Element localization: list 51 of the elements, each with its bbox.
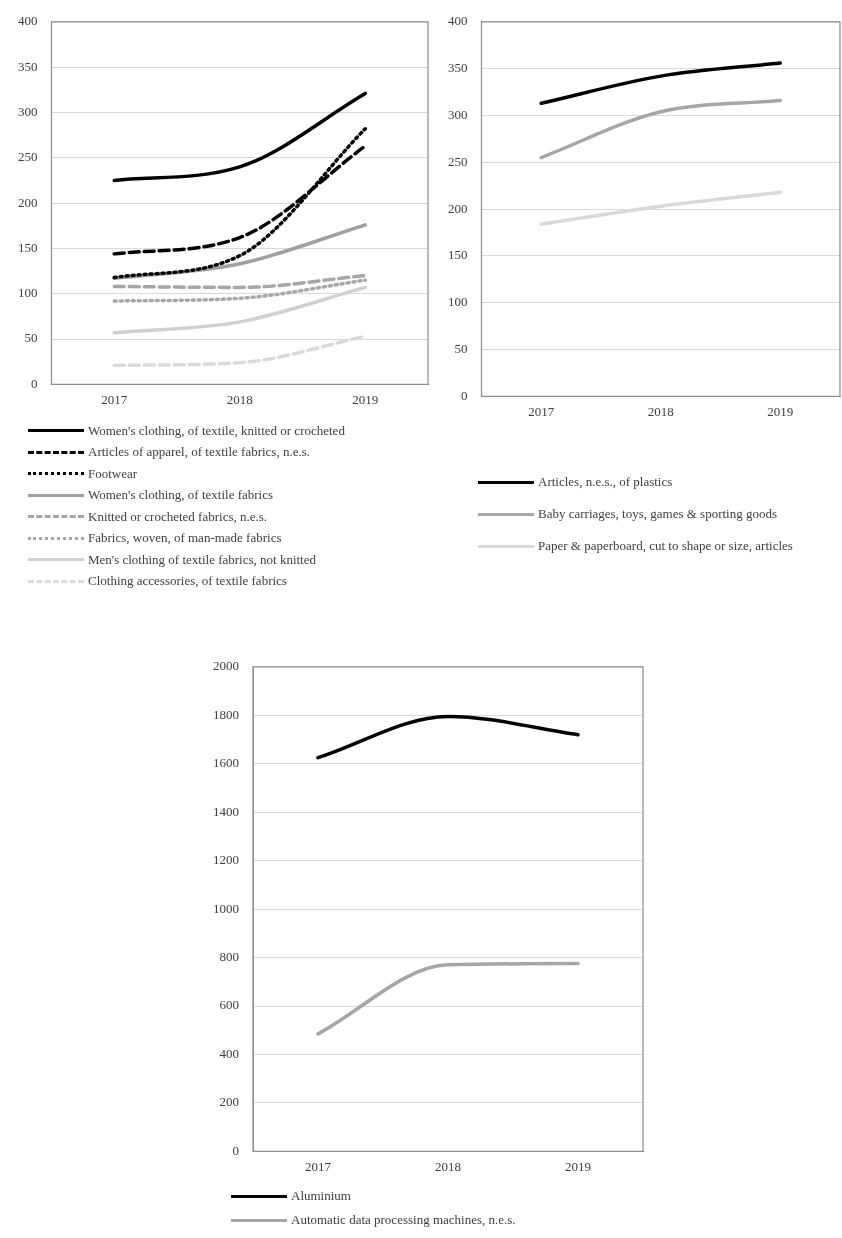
x-tick-label: 2018 (647, 403, 674, 419)
legend-label: Articles, n.e.s., of plastics (538, 474, 673, 490)
legend-label: Fabrics, woven, of man-made fabrics (88, 530, 282, 547)
y-tick-label: 1400 (213, 803, 239, 819)
x-tick-label: 2017 (528, 403, 555, 419)
x-tick-label: 2019 (767, 403, 794, 419)
y-tick-label: 150 (448, 247, 468, 263)
x-tick-label: 2019 (565, 1158, 591, 1174)
y-tick-label: 800 (219, 948, 239, 964)
y-tick-label: 1600 (213, 755, 239, 771)
y-tick-label: 350 (18, 58, 38, 74)
legend-label: Men's clothing of textile fabrics, not knitted (88, 551, 316, 568)
y-tick-label: 1800 (213, 706, 239, 722)
y-tick-label: 2000 (213, 658, 239, 674)
y-tick-label: 0 (31, 375, 38, 391)
y-tick-label: 1000 (213, 900, 239, 916)
legend-label: Women's clothing, of textile fabrics (88, 487, 274, 504)
legend-label: Automatic data processing machines, n.e.s. (291, 1212, 516, 1228)
y-tick-label: 0 (232, 1142, 239, 1158)
y-tick-label: 400 (219, 1045, 239, 1061)
y-tick-label: 150 (18, 239, 38, 255)
y-tick-label: 100 (448, 294, 468, 310)
x-tick-label: 2017 (305, 1158, 332, 1174)
legend-label: Footwear (88, 465, 138, 482)
x-tick-label: 2017 (101, 391, 128, 407)
y-tick-label: 400 (448, 13, 468, 29)
legend-label: Aluminium (291, 1188, 351, 1204)
legend-label: Paper & paperboard, cut to shape or size, articles (538, 538, 793, 554)
y-tick-label: 0 (461, 387, 468, 403)
x-tick-label: 2018 (435, 1158, 461, 1174)
legend-label: Clothing accessories, of textile fabrics (88, 573, 287, 590)
y-tick-label: 50 (24, 330, 38, 346)
legend-label: Women's clothing, of textile, knitted or crocheted (88, 422, 345, 439)
legend-label: Knitted or crocheted fabrics, n.e.s. (88, 508, 268, 525)
y-tick-label: 1200 (213, 852, 239, 868)
y-tick-label: 50 (454, 341, 468, 356)
y-tick-label: 200 (219, 1094, 239, 1110)
y-tick-label: 350 (448, 60, 468, 76)
y-tick-label: 200 (448, 200, 468, 216)
y-tick-label: 250 (18, 149, 38, 165)
y-tick-label: 100 (18, 285, 38, 301)
y-tick-label: 300 (448, 106, 468, 122)
legend-label: Articles of apparel, of textile fabrics, n.e.s. (88, 444, 310, 461)
legend-label: Baby carriages, toys, games & sporting goods (538, 506, 778, 522)
x-tick-label: 2019 (352, 391, 379, 407)
y-tick-label: 200 (18, 194, 38, 210)
y-tick-label: 300 (18, 103, 38, 119)
y-tick-label: 600 (219, 997, 239, 1013)
x-tick-label: 2018 (226, 391, 253, 407)
y-tick-label: 250 (448, 153, 468, 169)
y-tick-label: 400 (18, 13, 38, 29)
